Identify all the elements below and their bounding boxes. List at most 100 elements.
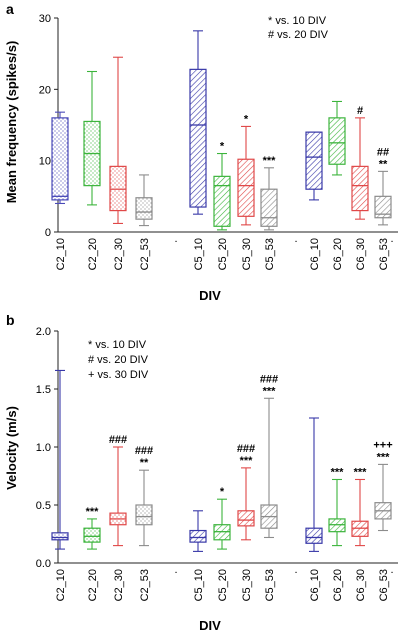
- box-c5_30: ***###: [237, 443, 255, 541]
- x-tick-label: C5_30: [241, 238, 253, 270]
- significance-label: **: [379, 158, 388, 170]
- significance-label: ###: [237, 443, 255, 455]
- x-tick-label: C2_53: [139, 238, 151, 270]
- significance-label: ###: [109, 434, 127, 446]
- panel-label-b: b: [6, 312, 15, 328]
- box-c2_20: ***: [83, 506, 101, 550]
- box-c6_10: [305, 131, 323, 201]
- panel-a-legend-line-2: # vs. 20 DIV: [268, 29, 329, 41]
- box-c5_20: *: [213, 486, 231, 550]
- x-tick-label: C2_20: [87, 238, 99, 270]
- significance-label: ***: [263, 385, 277, 397]
- box-c6_10: [305, 417, 323, 552]
- x-tick-label: C5_20: [217, 238, 229, 270]
- significance-label: ##: [377, 146, 389, 158]
- significance-label: ***: [86, 506, 100, 518]
- box-fill-pattern: [52, 532, 68, 540]
- x-tick-label: C6_30: [355, 569, 367, 601]
- x-separator-label: .: [174, 564, 177, 576]
- box-c2_30: [109, 56, 127, 224]
- x-tick-label: C6_10: [309, 238, 321, 270]
- panel-b-legend-line-1: * vs. 10 DIV: [88, 339, 147, 351]
- panel-a: a Mean frequency (spikes/s) DIV * vs. 10…: [4, 1, 398, 303]
- y-tick-label: 1.5: [36, 384, 51, 396]
- x-tick-label: C6_53: [378, 569, 390, 601]
- x-tick-label: C6_10: [309, 569, 321, 601]
- box-c2_30: ###: [109, 434, 127, 547]
- x-tick-label: C2_10: [55, 569, 67, 601]
- box-fill-pattern: [190, 530, 206, 543]
- x-separator-label: .: [174, 233, 177, 245]
- box-fill-pattern: [190, 69, 206, 208]
- box-fill-pattern: [84, 528, 100, 543]
- y-tick-label: 20: [39, 84, 51, 96]
- box-fill-pattern: [238, 159, 254, 217]
- y-tick-label: 1.0: [36, 442, 51, 454]
- box-fill-pattern: [329, 117, 345, 165]
- x-tick-label: C2_20: [87, 569, 99, 601]
- x-tick-label: C5_53: [264, 569, 276, 601]
- significance-label: ***: [240, 455, 254, 467]
- significance-label: +++: [373, 439, 392, 451]
- y-tick-label: 0: [45, 227, 51, 239]
- x-tick-label: C2_53: [139, 569, 151, 601]
- x-separator-label: .: [268, 564, 271, 576]
- box-fill-pattern: [261, 189, 277, 227]
- y-tick-label: 10: [39, 156, 51, 168]
- box-c6_20: [328, 100, 346, 176]
- x-tick-label: C2_30: [113, 569, 125, 601]
- x-tick-label: C6_20: [332, 569, 344, 601]
- panel-a-ylabel: Mean frequency (spikes/s): [4, 41, 19, 204]
- x-tick-label: C2_10: [55, 238, 67, 270]
- panel-label-a: a: [6, 1, 14, 17]
- significance-label: ###: [260, 373, 278, 385]
- box-c6_30: ***: [351, 466, 369, 547]
- significance-label: #: [357, 105, 363, 117]
- panel-b-xlabel: DIV: [199, 618, 221, 633]
- box-c5_53: ***###: [260, 373, 278, 539]
- box-c5_10: [189, 510, 207, 552]
- box-c2_20: [83, 70, 101, 206]
- panel-b-legend-line-2: # vs. 20 DIV: [88, 354, 149, 366]
- panel-a-legend-line-1: * vs. 10 DIV: [268, 15, 327, 27]
- significance-label: ***: [331, 466, 345, 478]
- significance-label: *: [220, 141, 225, 153]
- box-fill-pattern: [306, 132, 322, 190]
- box-c6_53: **##: [374, 146, 392, 226]
- box-fill-pattern: [52, 117, 68, 200]
- x-tick-label: C6_20: [332, 238, 344, 270]
- box-fill-pattern: [110, 166, 126, 211]
- box-c5_53: ***: [260, 155, 278, 231]
- x-separator-label: .: [294, 564, 297, 576]
- panel-b: b Velocity (m/s) DIV * vs. 10 DIV # vs. …: [4, 312, 398, 633]
- x-separator-label: .: [390, 564, 393, 576]
- panel-b-legend-line-3: + vs. 30 DIV: [88, 369, 149, 381]
- x-tick-label: C5_30: [241, 569, 253, 601]
- significance-label: ***: [354, 466, 368, 478]
- x-tick-label: C5_10: [193, 238, 205, 270]
- significance-label: *: [220, 486, 225, 498]
- box-c6_20: ***: [328, 466, 346, 547]
- y-tick-label: 2.0: [36, 326, 51, 338]
- box-c5_30: *: [237, 113, 255, 226]
- x-tick-label: C5_20: [217, 569, 229, 601]
- box-c5_10: [189, 30, 207, 215]
- box-c2_10: [51, 111, 69, 205]
- x-tick-label: C5_10: [193, 569, 205, 601]
- x-tick-label: C5_53: [264, 238, 276, 270]
- x-tick-label: C6_30: [355, 238, 367, 270]
- box-fill-pattern: [214, 176, 230, 227]
- box-c2_10: [51, 369, 69, 550]
- x-tick-label: C2_30: [113, 238, 125, 270]
- box-fill-pattern: [136, 505, 152, 525]
- significance-label: ***: [377, 451, 391, 463]
- y-tick-label: 30: [39, 13, 51, 25]
- x-tick-label: C6_53: [378, 238, 390, 270]
- box-fill-pattern: [352, 166, 368, 211]
- box-fill-pattern: [238, 510, 254, 526]
- box-fill-pattern: [375, 196, 391, 218]
- box-fill-pattern: [306, 528, 322, 544]
- box-fill-pattern: [136, 197, 152, 220]
- box-c2_53: **###: [135, 445, 153, 547]
- panel-a-xlabel: DIV: [199, 288, 221, 303]
